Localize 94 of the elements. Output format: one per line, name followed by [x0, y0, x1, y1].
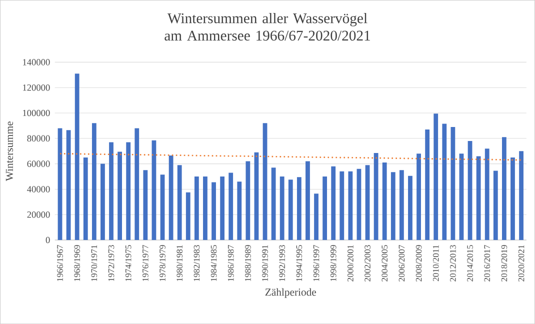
- x-tick-label: 1988/1989: [245, 244, 251, 281]
- x-tick-label: 1984/1985: [210, 244, 217, 281]
- bar: [493, 170, 498, 240]
- y-tick-label: 140000: [23, 58, 50, 66]
- x-tick-label: 2016/2017: [484, 244, 490, 282]
- x-tick-label: 1980/1981: [176, 245, 183, 281]
- x-tick-label: 1978/1979: [160, 244, 166, 281]
- x-tick-label: 1970/1971: [91, 245, 98, 281]
- bar: [92, 123, 96, 240]
- y-tick-label: 40000: [27, 186, 50, 192]
- bar: [296, 177, 302, 240]
- bar: [476, 156, 481, 240]
- x-tick-label: 1966/1967: [57, 244, 63, 281]
- bar: [254, 152, 259, 240]
- bar: [314, 194, 318, 240]
- y-tick-label: 60000: [27, 160, 50, 167]
- y-tick-label: 120000: [23, 84, 50, 91]
- bar: [510, 157, 515, 240]
- bar: [382, 162, 387, 240]
- y-tick-label: 20000: [27, 211, 50, 218]
- x-tick-label: 2002/2003: [364, 244, 370, 282]
- bar: [262, 123, 268, 240]
- x-tick-label: 1974/1975: [125, 244, 132, 281]
- x-tick-label: 2006/2007: [398, 244, 405, 282]
- x-tick-label: 1998/1999: [330, 244, 336, 281]
- x-tick-label: 2020/2021: [518, 245, 524, 282]
- bar: [484, 148, 490, 240]
- bar: [425, 129, 430, 240]
- x-tick-label: 1982/1983: [194, 244, 200, 281]
- bar: [160, 174, 165, 240]
- bar: [356, 168, 362, 240]
- bar: [408, 176, 412, 240]
- y-tick-label: 100000: [23, 110, 50, 116]
- y-tick-label: 80000: [27, 135, 50, 142]
- x-tick-label: 1986/1987: [228, 244, 234, 281]
- bar: [152, 140, 156, 240]
- bar: [66, 130, 71, 240]
- bar: [468, 140, 472, 240]
- x-tick-label: 1994/1995: [296, 244, 302, 281]
- x-tick-label: 2012/2013: [450, 244, 456, 282]
- x-tick-label: 2008/2009: [416, 244, 422, 282]
- bar: [177, 164, 182, 240]
- bar: [143, 170, 148, 240]
- x-tick-label: 1976/1977: [142, 244, 148, 281]
- bar: [331, 166, 336, 240]
- bar: [365, 164, 370, 240]
- bar: [100, 164, 105, 240]
- bar: [322, 176, 328, 240]
- x-tick-label: 1968/1969: [74, 244, 80, 281]
- bar: [228, 172, 234, 240]
- bar: [212, 182, 216, 240]
- bar: [442, 124, 447, 240]
- y-axis-title: Wintersumme: [6, 121, 14, 181]
- bar: [271, 168, 276, 240]
- x-tick-label: 1996/1997: [313, 244, 320, 281]
- bar: [288, 180, 293, 240]
- chart-title: Wintersummen aller Wasservögel am Ammersee 1966/67-2020/2021: [164, 12, 370, 40]
- bar: [280, 176, 284, 240]
- bar: [390, 172, 396, 240]
- bar: [126, 142, 131, 240]
- bar: [348, 171, 353, 240]
- bar: [434, 114, 438, 240]
- bar: [168, 155, 174, 240]
- bar: [74, 74, 80, 240]
- bar: [186, 192, 190, 240]
- y-tick-label: 0: [46, 236, 50, 244]
- x-tick-label: 2010/2011: [432, 245, 439, 281]
- bar: [194, 176, 199, 240]
- bar: [399, 170, 404, 240]
- bar: [416, 154, 421, 240]
- bar: [83, 157, 88, 240]
- bar: [118, 152, 122, 240]
- x-axis-title: Zählperiode: [265, 288, 316, 298]
- x-tick-label: 1972/1973: [108, 244, 114, 281]
- x-tick-label: 2004/2005: [382, 244, 388, 282]
- x-tick-label: 2014/2015: [467, 244, 473, 282]
- bar: [340, 171, 344, 240]
- bar: [246, 161, 250, 240]
- bar: [306, 161, 310, 240]
- bar: [374, 152, 378, 240]
- bar: [134, 128, 140, 240]
- bar: [203, 176, 208, 240]
- bar: [109, 142, 114, 240]
- bar: [58, 128, 62, 240]
- x-tick-label: 2000/2001: [348, 245, 354, 282]
- x-tick-label: 1990/1991: [262, 245, 268, 281]
- x-tick-label: 1992/1993: [279, 244, 286, 281]
- x-tick-label: 2018/2019: [501, 244, 508, 282]
- bar: [450, 126, 456, 240]
- bar: [502, 137, 506, 240]
- bar: [519, 151, 524, 240]
- bar: [459, 154, 464, 240]
- bar: [220, 176, 224, 240]
- bar: [237, 182, 242, 240]
